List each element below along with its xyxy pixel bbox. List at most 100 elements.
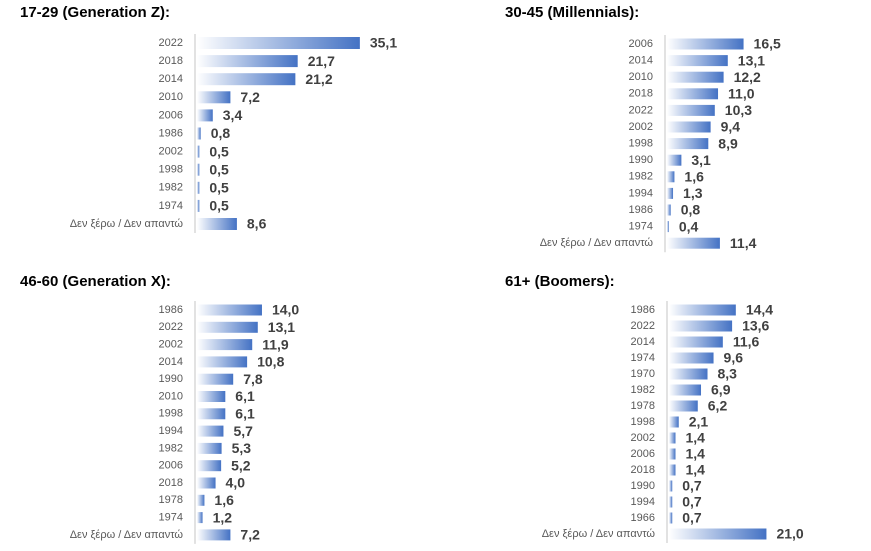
bar (667, 71, 724, 83)
category-label: 1982 (631, 384, 655, 396)
value-label: 6,1 (235, 406, 255, 422)
value-label: 1,4 (685, 446, 705, 462)
category-label: 2018 (159, 477, 183, 489)
bar (669, 368, 708, 380)
category-label: 1994 (631, 496, 655, 508)
bar (197, 391, 226, 402)
bar (197, 163, 200, 176)
bar (669, 400, 698, 412)
bar (667, 187, 674, 199)
category-label: 2018 (631, 464, 655, 476)
category-label: 1998 (159, 408, 183, 420)
category-label: 1982 (629, 171, 653, 183)
category-label: Δεν ξέρω / Δεν απαντώ (70, 218, 184, 230)
bar (197, 181, 200, 194)
value-label: 6,9 (711, 382, 731, 398)
category-label: 2010 (629, 71, 653, 83)
category-label: 1986 (159, 127, 183, 139)
bar (667, 204, 671, 216)
category-label: 1986 (629, 204, 653, 216)
category-label: 2022 (629, 104, 653, 116)
category-label: 1998 (631, 416, 655, 428)
value-label: 10,8 (257, 354, 284, 370)
value-label: 21,0 (776, 526, 803, 542)
value-label: 9,6 (724, 350, 744, 366)
bar (669, 384, 702, 396)
bar (197, 373, 234, 385)
chart-title: 17-29 (Generation Z): (20, 4, 170, 21)
bar (667, 55, 728, 67)
value-label: 0,5 (209, 143, 229, 159)
value-label: 21,7 (308, 53, 335, 69)
value-label: 11,6 (733, 334, 760, 350)
value-label: 1,4 (685, 430, 705, 446)
category-label: 2014 (629, 55, 653, 67)
category-label: 2022 (159, 321, 183, 333)
bar (667, 237, 720, 249)
category-label: 1966 (631, 512, 655, 524)
value-label: 0,8 (681, 202, 701, 218)
bar (197, 109, 213, 122)
category-label: 1994 (629, 187, 653, 199)
bar (669, 352, 714, 364)
value-label: 8,3 (718, 366, 738, 382)
bar (197, 73, 296, 86)
value-label: 5,7 (233, 423, 253, 439)
category-label: 2018 (159, 55, 183, 67)
value-label: 3,1 (691, 152, 711, 168)
category-label: 1974 (159, 200, 183, 212)
value-label: 0,4 (679, 218, 699, 234)
value-label: 5,3 (232, 440, 252, 456)
bar (667, 104, 715, 116)
category-label: 1982 (159, 182, 183, 194)
value-label: 0,7 (682, 478, 702, 494)
value-label: 0,5 (209, 180, 229, 196)
category-label: 1982 (159, 442, 183, 454)
category-label: 2018 (629, 88, 653, 100)
value-label: 2,1 (689, 414, 709, 430)
value-label: 0,5 (209, 198, 229, 214)
bar (667, 121, 711, 133)
bar (197, 356, 248, 368)
value-label: 1,4 (685, 462, 705, 478)
value-label: 11,9 (262, 336, 289, 352)
category-label: 2006 (631, 448, 655, 460)
bar (669, 480, 673, 492)
category-label: 1970 (631, 368, 655, 380)
bar (667, 38, 744, 50)
bar (669, 336, 723, 348)
value-label: 16,5 (754, 36, 781, 52)
bar (197, 37, 360, 49)
category-label: Δεν ξέρω / Δεν απαντώ (542, 528, 656, 540)
value-label: 13,6 (742, 318, 769, 334)
bar (669, 464, 676, 476)
bar (669, 432, 676, 444)
value-label: 9,4 (721, 119, 741, 135)
value-label: 5,2 (231, 457, 251, 473)
value-label: 0,7 (682, 510, 702, 526)
bar (197, 304, 262, 316)
chart-title: 30-45 (Millennials): (505, 4, 639, 21)
value-label: 10,3 (725, 102, 752, 118)
category-label: 2010 (159, 390, 183, 402)
category-label: 1998 (159, 164, 183, 176)
category-label: 2022 (159, 37, 183, 49)
bar (197, 145, 200, 158)
value-label: 7,8 (243, 371, 263, 387)
category-label: 1994 (159, 425, 183, 437)
value-label: 12,2 (734, 69, 761, 85)
bar (667, 221, 669, 233)
bar (197, 494, 205, 506)
bar (197, 460, 222, 472)
value-label: 7,2 (240, 89, 260, 105)
category-label: 2002 (159, 339, 183, 351)
category-label: 1974 (629, 221, 653, 233)
chart-title: 46-60 (Generation X): (20, 273, 171, 290)
value-label: 14,4 (746, 302, 773, 318)
value-label: 11,0 (728, 86, 755, 102)
bar (197, 529, 231, 541)
category-label: 1990 (159, 373, 183, 385)
value-label: 1,3 (683, 185, 703, 201)
bar (197, 442, 222, 454)
bar (667, 171, 675, 183)
